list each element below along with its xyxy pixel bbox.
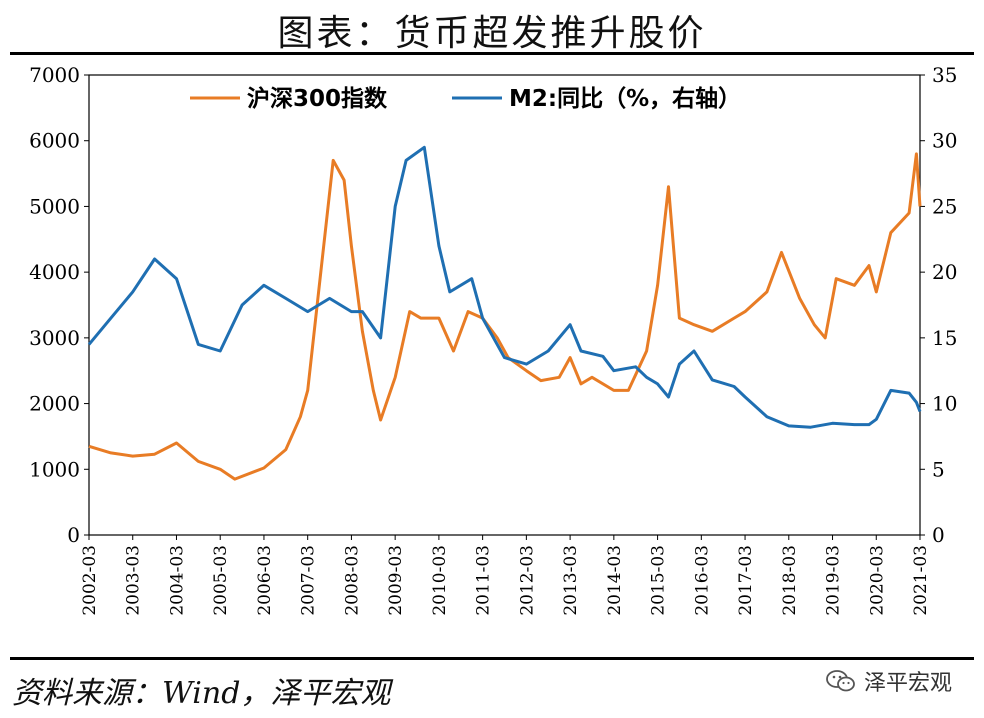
legend-label-m2: M2:同比（%，右轴） bbox=[509, 85, 741, 112]
right-tick-label: 15 bbox=[932, 326, 957, 350]
x-tick-label: 2015-03 bbox=[649, 545, 669, 616]
bottom-rule bbox=[10, 657, 974, 660]
right-tick-label: 30 bbox=[932, 129, 957, 153]
x-tick-label: 2007-03 bbox=[299, 545, 319, 616]
right-tick-label: 5 bbox=[932, 457, 945, 481]
left-axis-ticks: 0 1000 2000 3000 4000 5000 6000 7000 bbox=[29, 63, 89, 547]
source-note: 资料来源：Wind，泽平宏观 bbox=[12, 676, 391, 711]
right-tick-label: 25 bbox=[932, 194, 957, 218]
x-tick-label: 2014-03 bbox=[605, 545, 625, 616]
x-tick-label: 2005-03 bbox=[211, 545, 231, 616]
x-tick-label: 2009-03 bbox=[386, 545, 406, 616]
watermark-label: 泽平宏观 bbox=[863, 671, 952, 696]
x-tick-label: 2021-03 bbox=[911, 545, 931, 616]
x-tick-label: 2003-03 bbox=[124, 545, 144, 616]
watermark: 泽平宏观 bbox=[826, 665, 952, 697]
right-axis-ticks: 0 5 10 15 20 25 30 35 bbox=[920, 63, 957, 547]
legend: 沪深300指数 M2:同比（%，右轴） bbox=[190, 85, 741, 112]
legend-label-csi300: 沪深300指数 bbox=[247, 85, 388, 112]
plot-area bbox=[88, 74, 921, 536]
top-rule bbox=[10, 52, 974, 55]
page-title: 图表：货币超发推升股价 bbox=[277, 13, 707, 54]
x-tick-label: 2006-03 bbox=[255, 545, 275, 616]
left-tick-label: 1000 bbox=[29, 457, 80, 481]
x-tick-label: 2004-03 bbox=[167, 545, 187, 616]
x-tick-label: 2016-03 bbox=[692, 545, 712, 616]
left-tick-label: 2000 bbox=[29, 392, 80, 416]
wechat-icon bbox=[826, 670, 855, 692]
chart: 0 1000 2000 3000 4000 5000 6000 7000 0 5 10 15 20 25… bbox=[29, 63, 957, 616]
left-tick-label: 0 bbox=[67, 523, 80, 547]
x-tick-label: 2010-03 bbox=[430, 545, 450, 616]
x-tick-label: 2017-03 bbox=[736, 545, 756, 616]
left-tick-label: 5000 bbox=[29, 194, 80, 218]
left-tick-label: 3000 bbox=[29, 326, 80, 350]
series-line-csi300 bbox=[88, 152, 922, 481]
x-tick-label: 2008-03 bbox=[342, 545, 362, 616]
x-tick-label: 2019-03 bbox=[824, 545, 844, 616]
x-tick-label: 2018-03 bbox=[780, 545, 800, 616]
right-tick-label: 20 bbox=[932, 260, 957, 284]
x-tick-label: 2020-03 bbox=[867, 545, 887, 616]
left-tick-label: 6000 bbox=[29, 129, 80, 153]
right-tick-label: 10 bbox=[932, 392, 957, 416]
x-tick-label: 2011-03 bbox=[474, 545, 494, 616]
series-layer bbox=[87, 145, 922, 481]
right-tick-label: 0 bbox=[932, 523, 945, 547]
x-tick-label: 2012-03 bbox=[517, 545, 537, 616]
series-line-m2 bbox=[87, 145, 922, 429]
left-tick-label: 7000 bbox=[29, 63, 80, 87]
x-tick-label: 2002-03 bbox=[80, 545, 100, 616]
x-tick-label: 2013-03 bbox=[561, 545, 581, 616]
left-tick-label: 4000 bbox=[29, 260, 80, 284]
x-axis-ticks: 2002-03 2003-03 2004-03 2005-03 2006-03 2007-… bbox=[80, 535, 931, 616]
right-tick-label: 35 bbox=[932, 63, 957, 87]
